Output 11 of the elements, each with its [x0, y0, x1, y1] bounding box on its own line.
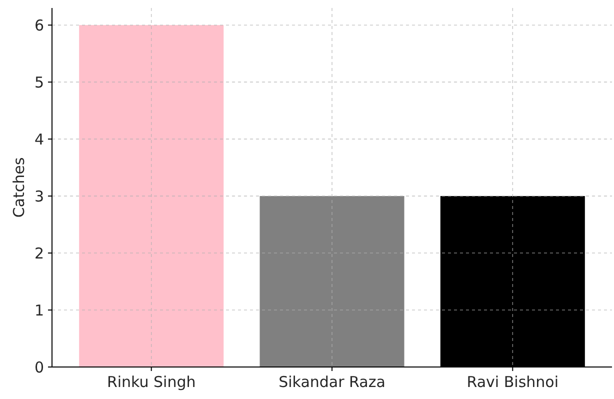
x-tick-label: Rinku Singh — [106, 373, 196, 391]
y-axis-title: Catches — [10, 157, 28, 218]
y-tick-label: 2 — [34, 244, 44, 262]
y-tick-label: 3 — [34, 187, 44, 206]
y-tick-label: 1 — [34, 301, 44, 320]
x-tick-label: Sikandar Raza — [278, 373, 386, 391]
y-tick-label: 6 — [34, 16, 44, 34]
x-tick-label: Ravi Bishnoi — [466, 373, 559, 391]
y-tick-label: 0 — [34, 358, 44, 376]
y-tick-label: 5 — [34, 73, 44, 92]
y-tick-label: 4 — [34, 130, 44, 148]
